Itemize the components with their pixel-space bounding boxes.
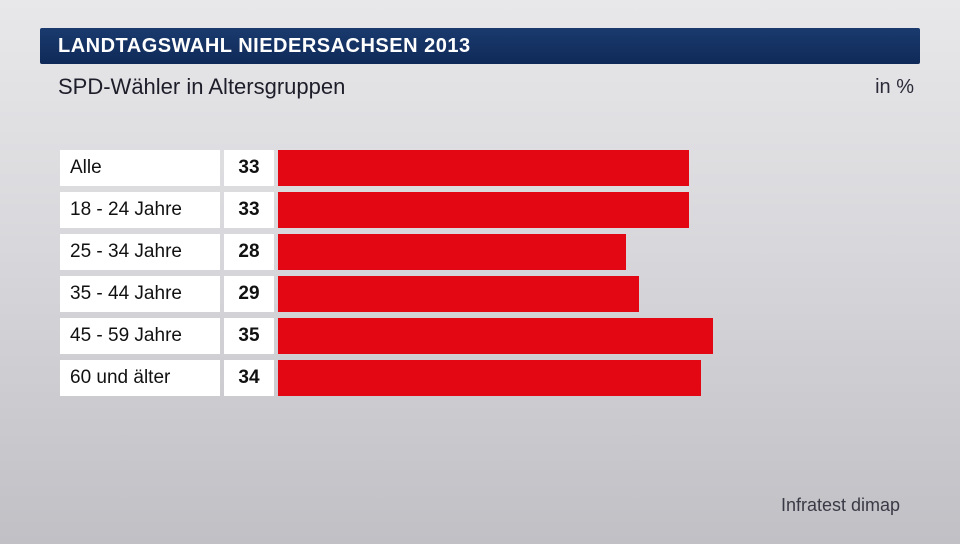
header-band: LANDTAGSWAHL NIEDERSACHSEN 2013 xyxy=(40,28,920,64)
row-value: 29 xyxy=(224,276,274,312)
row-value: 33 xyxy=(224,192,274,228)
table-row: 45 - 59 Jahre35 xyxy=(60,318,900,354)
page-title: LANDTAGSWAHL NIEDERSACHSEN 2013 xyxy=(40,35,471,58)
bar-track xyxy=(278,318,900,354)
row-label: Alle xyxy=(60,150,220,186)
row-value: 35 xyxy=(224,318,274,354)
chart-subtitle: SPD-Wähler in Altersgruppen xyxy=(58,74,345,100)
bar-track xyxy=(278,276,900,312)
row-label: 60 und älter xyxy=(60,360,220,396)
bar-track xyxy=(278,234,900,270)
table-row: Alle33 xyxy=(60,150,900,186)
subtitle-row: SPD-Wähler in Altersgruppen in % xyxy=(40,70,920,100)
bar-track xyxy=(278,150,900,186)
chart-area: Alle3318 - 24 Jahre3325 - 34 Jahre2835 -… xyxy=(60,150,900,402)
row-value: 34 xyxy=(224,360,274,396)
row-value: 28 xyxy=(224,234,274,270)
table-row: 60 und älter34 xyxy=(60,360,900,396)
row-value: 33 xyxy=(224,150,274,186)
bar xyxy=(278,192,689,228)
chart-unit: in % xyxy=(875,76,914,99)
bar xyxy=(278,318,713,354)
bar-track xyxy=(278,360,900,396)
bar xyxy=(278,234,626,270)
table-row: 35 - 44 Jahre29 xyxy=(60,276,900,312)
bar-track xyxy=(278,192,900,228)
bar xyxy=(278,276,639,312)
table-row: 18 - 24 Jahre33 xyxy=(60,192,900,228)
row-label: 25 - 34 Jahre xyxy=(60,234,220,270)
row-label: 35 - 44 Jahre xyxy=(60,276,220,312)
table-row: 25 - 34 Jahre28 xyxy=(60,234,900,270)
bar xyxy=(278,150,689,186)
source-credit: Infratest dimap xyxy=(781,495,900,516)
bar xyxy=(278,360,701,396)
row-label: 45 - 59 Jahre xyxy=(60,318,220,354)
row-label: 18 - 24 Jahre xyxy=(60,192,220,228)
